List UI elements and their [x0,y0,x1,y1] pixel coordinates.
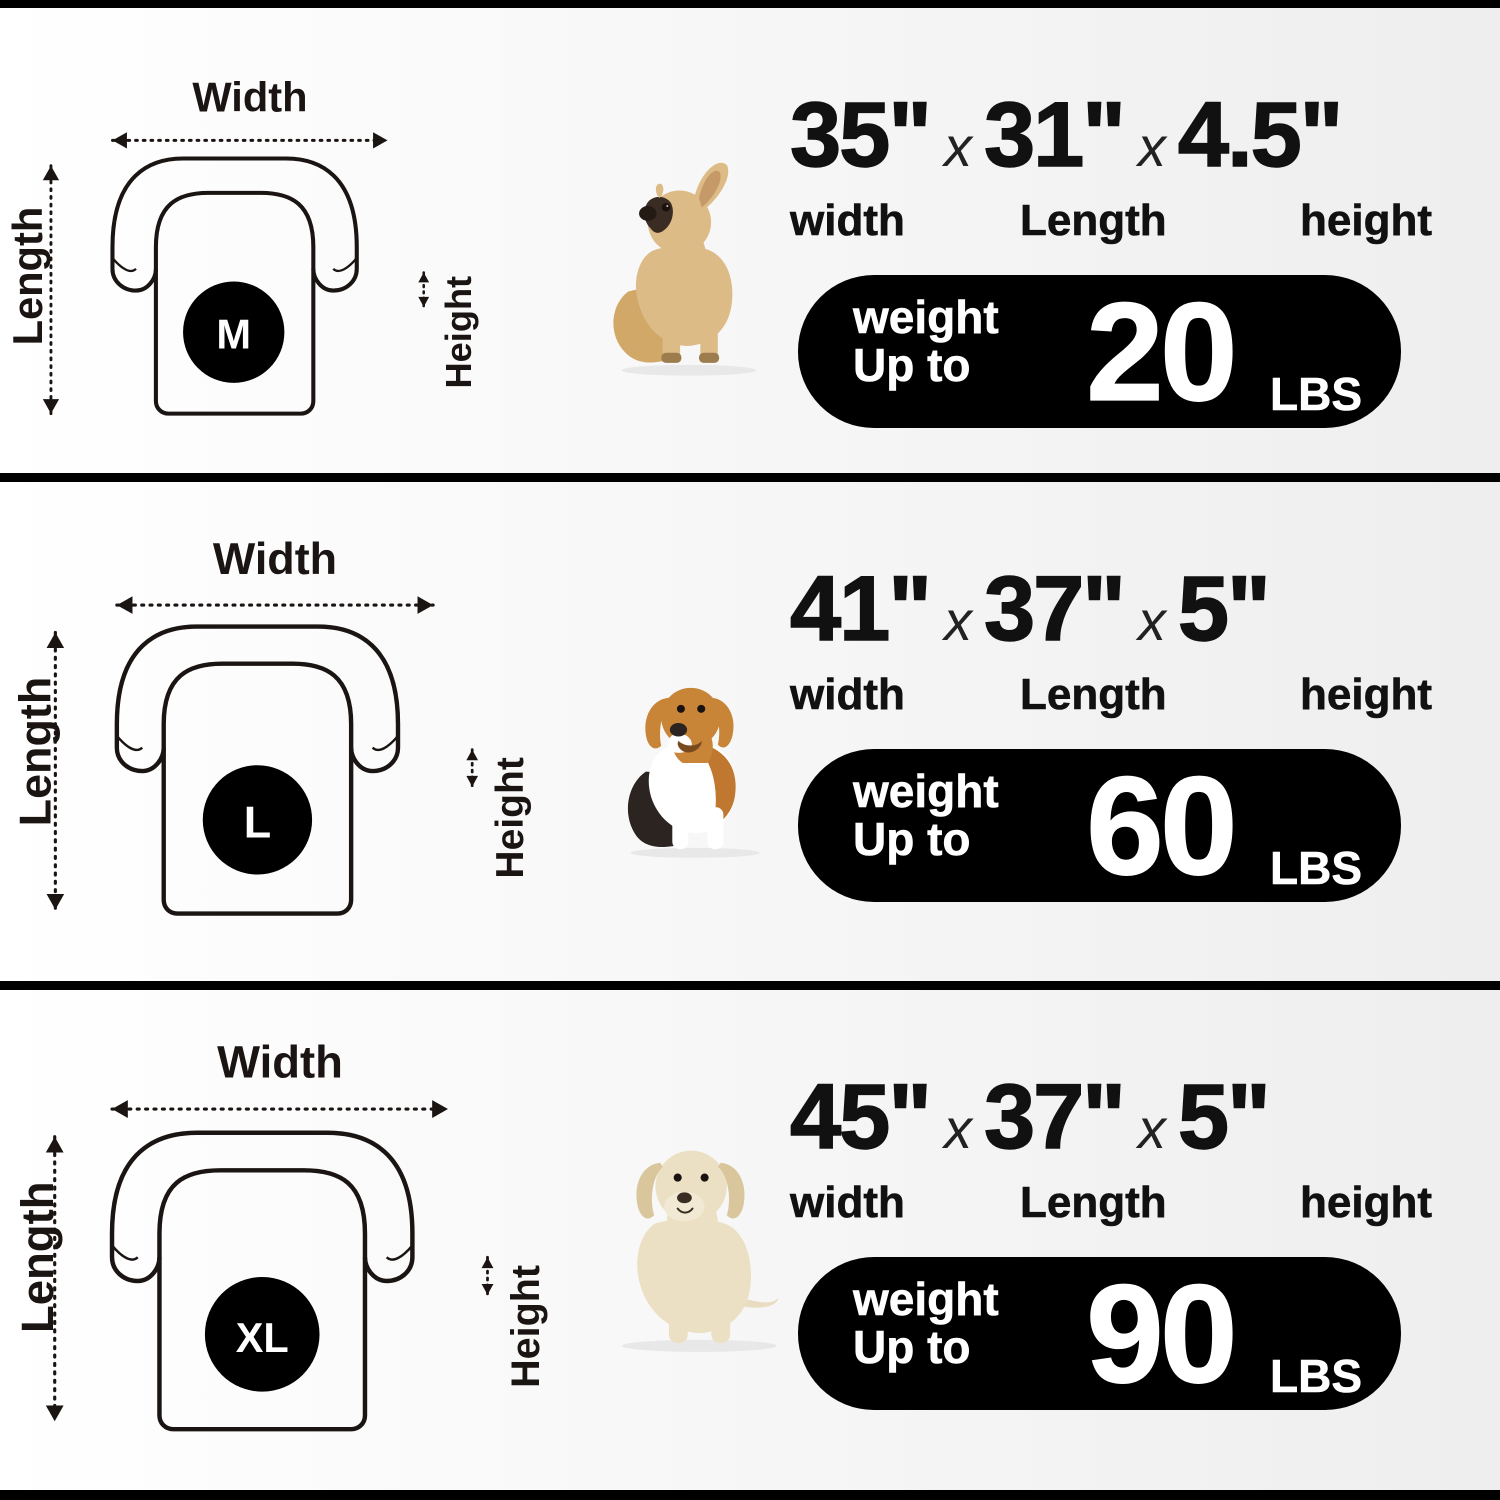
svg-text:Height: Height [504,1265,548,1388]
svg-text:Height: Height [438,276,479,389]
svg-text:Length: Length [9,677,60,827]
svg-text:Width: Width [213,533,337,584]
svg-text:Width: Width [192,73,307,120]
svg-text:Width: Width [217,1036,343,1087]
svg-text:M: M [216,310,251,357]
svg-text:L: L [244,796,271,847]
svg-text:Height: Height [489,757,532,878]
svg-text:XL: XL [236,1314,289,1361]
svg-text:Length: Length [4,207,51,346]
